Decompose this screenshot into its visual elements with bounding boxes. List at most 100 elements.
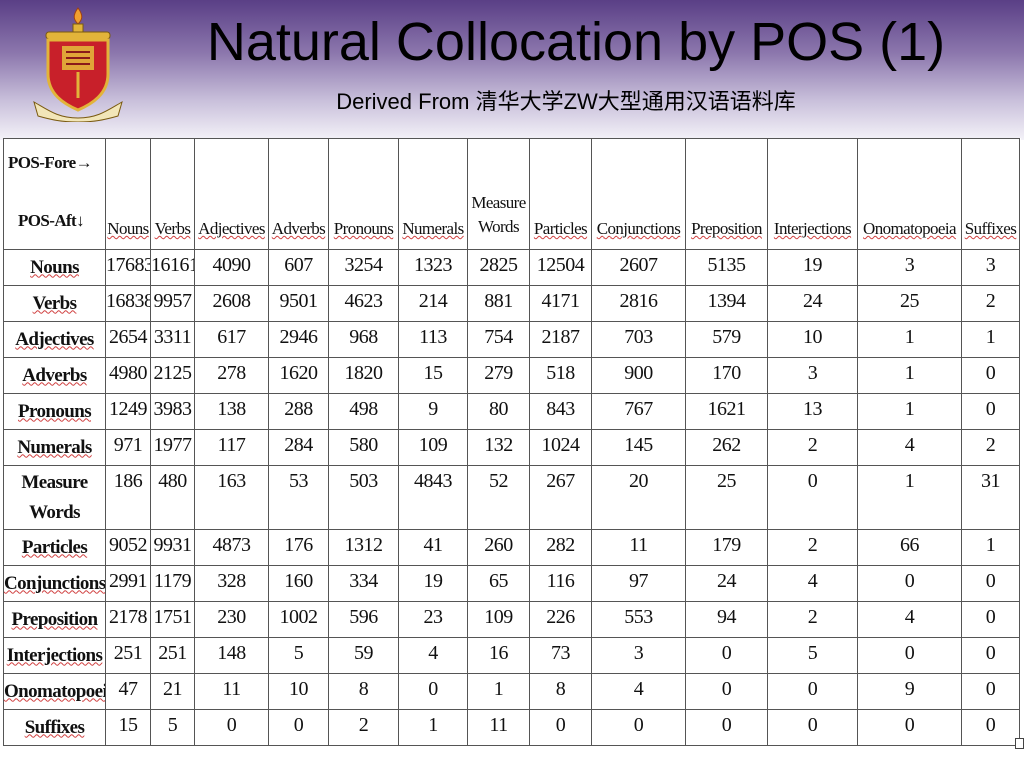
table-cell: 41 — [398, 529, 468, 566]
table-cell: 553 — [591, 601, 686, 638]
table-cell: 1024 — [529, 429, 592, 466]
table-cell: 24 — [767, 285, 858, 322]
table-cell: 1751 — [150, 601, 195, 638]
table-cell: 1 — [467, 673, 530, 710]
table-cell: 3 — [591, 637, 686, 674]
table-cell: 0 — [961, 357, 1020, 394]
row-header: Verbs — [3, 285, 106, 322]
table-cell: 5 — [767, 637, 858, 674]
table-cell: 579 — [685, 321, 768, 358]
table-cell: 900 — [591, 357, 686, 394]
table-cell: 0 — [767, 673, 858, 710]
column-header: Adverbs — [268, 138, 329, 250]
table-row: Onomatopoeia 47 21 11 10 8 0 1 8 4 0 0 9 0 — [3, 673, 1020, 710]
row-header: Suffixes — [3, 709, 106, 746]
table-cell: 4171 — [529, 285, 592, 322]
table-cell: 0 — [268, 709, 329, 746]
table-cell: 1 — [398, 709, 468, 746]
table-cell: 5 — [150, 709, 195, 746]
table-cell: 230 — [194, 601, 269, 638]
table-cell: 10 — [268, 673, 329, 710]
table-cell: 15 — [398, 357, 468, 394]
column-header: Numerals — [398, 138, 468, 250]
table-cell: 15 — [105, 709, 151, 746]
table-cell: 109 — [398, 429, 468, 466]
table-row: Adjectives 2654 3311 617 2946 968 113 754 2187 70… — [3, 321, 1020, 358]
table-cell: 23 — [398, 601, 468, 638]
table-cell: 16838 — [105, 285, 151, 322]
collocation-table-container: POS-Fore→ POS-Aft↓ Nouns Verbs Adjectives A… — [3, 138, 1021, 746]
table-cell: 2 — [961, 285, 1020, 322]
table-row: Conjunctions 2991 1179 328 160 334 19 65 116 97 24… — [3, 565, 1020, 602]
table-cell: 2816 — [591, 285, 686, 322]
table-cell: 4 — [767, 565, 858, 602]
table-cell: 4843 — [398, 465, 468, 530]
corner-aft-label: POS-Aft↓ — [18, 211, 85, 230]
table-cell: 19 — [767, 249, 858, 286]
table-cell: 767 — [591, 393, 686, 430]
table-cell: 16 — [467, 637, 530, 674]
table-cell: 4 — [591, 673, 686, 710]
table-cell: 148 — [194, 637, 269, 674]
table-cell: 9 — [857, 673, 962, 710]
table-cell: 2 — [767, 429, 858, 466]
table-cell: 480 — [150, 465, 195, 530]
table-row: Pronouns 1249 3983 138 288 498 9 80 843 767 1621 13… — [3, 393, 1020, 430]
table-row: Numerals 971 1977 117 284 580 109 132 1024 145 262… — [3, 429, 1020, 466]
table-cell: 498 — [328, 393, 399, 430]
table-cell: 4090 — [194, 249, 269, 286]
table-cell: 3 — [857, 249, 962, 286]
table-cell: 251 — [105, 637, 151, 674]
table-row: Particles 9052 9931 4873 176 1312 41 260 282 11 17… — [3, 529, 1020, 566]
table-cell: 117 — [194, 429, 269, 466]
table-cell: 0 — [961, 709, 1020, 746]
table-cell: 0 — [529, 709, 592, 746]
table-cell: 214 — [398, 285, 468, 322]
table-cell: 0 — [961, 637, 1020, 674]
table-cell: 1621 — [685, 393, 768, 430]
table-cell: 0 — [767, 465, 858, 530]
table-cell: 2 — [328, 709, 399, 746]
table-cell: 607 — [268, 249, 329, 286]
table-cell: 31 — [961, 465, 1020, 530]
table-cell: 1 — [961, 321, 1020, 358]
table-row: Measure Words 186 480 163 53 503 4843 52 267 20 25… — [3, 465, 1020, 530]
table-cell: 3254 — [328, 249, 399, 286]
table-cell: 0 — [961, 673, 1020, 710]
table-cell: 0 — [398, 673, 468, 710]
table-cell: 179 — [685, 529, 768, 566]
table-cell: 4623 — [328, 285, 399, 322]
table-cell: 11 — [194, 673, 269, 710]
table-cell: 0 — [767, 709, 858, 746]
table-cell: 617 — [194, 321, 269, 358]
row-header: Preposition — [3, 601, 106, 638]
table-cell: 226 — [529, 601, 592, 638]
table-cell: 12504 — [529, 249, 592, 286]
table-cell: 24 — [685, 565, 768, 602]
table-cell: 59 — [328, 637, 399, 674]
table-cell: 9052 — [105, 529, 151, 566]
table-cell: 2608 — [194, 285, 269, 322]
table-cell: 80 — [467, 393, 530, 430]
table-header-row: POS-Fore→ POS-Aft↓ Nouns Verbs Adjectives A… — [3, 138, 1020, 250]
table-row: Interjections 251 251 148 5 59 4 16 73 3 0 5 0 0 — [3, 637, 1020, 674]
table-cell: 4873 — [194, 529, 269, 566]
military-crest-logo — [33, 7, 123, 122]
table-cell: 0 — [857, 565, 962, 602]
table-cell: 113 — [398, 321, 468, 358]
table-body: Nouns 17683 16161 4090 607 3254 1323 2825 12504 2… — [3, 249, 1020, 746]
row-header: Nouns — [3, 249, 106, 286]
table-cell: 2125 — [150, 357, 195, 394]
table-cell: 0 — [961, 565, 1020, 602]
corner-fore-label: POS-Fore→ — [8, 153, 93, 172]
slide-header: Natural Collocation by POS (1) Derived F… — [0, 0, 1024, 140]
table-cell: 0 — [194, 709, 269, 746]
table-cell: 8 — [529, 673, 592, 710]
table-cell: 0 — [961, 601, 1020, 638]
page-subtitle: Derived From 清华大学ZW大型通用汉语语料库 — [336, 89, 796, 114]
table-cell: 1 — [857, 393, 962, 430]
corner-marker — [1015, 738, 1024, 749]
table-cell: 3311 — [150, 321, 195, 358]
table-cell: 97 — [591, 565, 686, 602]
table-cell: 279 — [467, 357, 530, 394]
